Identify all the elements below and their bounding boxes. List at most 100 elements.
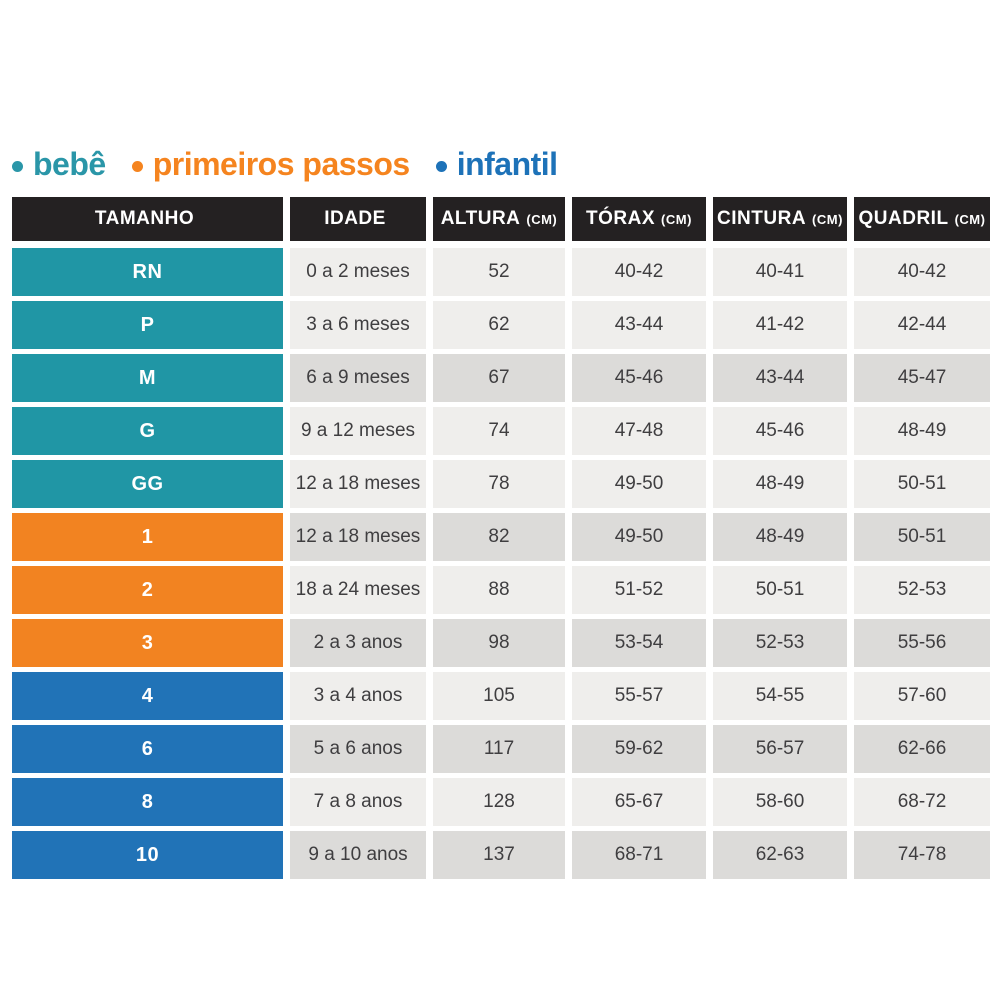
altura-cell: 128 xyxy=(433,778,565,826)
cintura-cell: 41-42 xyxy=(713,301,847,349)
header-unit: (CM) xyxy=(954,211,986,227)
header-cell-torax: TÓRAX (CM) xyxy=(572,197,706,241)
quadril-cell: 50-51 xyxy=(854,460,990,508)
idade-cell: 3 a 6 meses xyxy=(290,301,426,349)
header-label: QUADRIL xyxy=(858,208,949,229)
table-row-1: 1 12 a 18 meses 82 49-50 48-49 50-51 xyxy=(12,513,990,561)
quadril-cell: 45-47 xyxy=(854,354,990,402)
size-cell: 1 xyxy=(12,513,283,561)
size-cell: 8 xyxy=(12,778,283,826)
idade-cell: 18 a 24 meses xyxy=(290,566,426,614)
idade-cell: 12 a 18 meses xyxy=(290,460,426,508)
bullet-icon xyxy=(131,160,143,172)
torax-cell: 49-50 xyxy=(572,460,706,508)
quadril-cell: 55-56 xyxy=(854,619,990,667)
header-cell-tamanho: TAMANHO xyxy=(12,197,283,241)
torax-cell: 43-44 xyxy=(572,301,706,349)
legend-label-infantil: infantil xyxy=(456,146,558,182)
header-label: CINTURA xyxy=(717,208,807,229)
header-unit: (CM) xyxy=(661,211,692,227)
cintura-cell: 52-53 xyxy=(713,619,847,667)
torax-cell: 45-46 xyxy=(572,354,706,402)
cintura-cell: 43-44 xyxy=(713,354,847,402)
quadril-cell: 62-66 xyxy=(854,725,990,773)
table-row-10: 10 9 a 10 anos 137 68-71 62-63 74-78 xyxy=(12,831,990,879)
altura-cell: 105 xyxy=(433,672,565,720)
size-cell: 3 xyxy=(12,619,283,667)
cintura-cell: 56-57 xyxy=(713,725,847,773)
size-group-legend: bebê primeiros passos infantil xyxy=(12,146,558,183)
header-unit: (CM) xyxy=(812,211,843,227)
cintura-cell: 48-49 xyxy=(713,513,847,561)
cintura-cell: 58-60 xyxy=(713,778,847,826)
altura-cell: 98 xyxy=(433,619,565,667)
quadril-cell: 52-53 xyxy=(854,566,990,614)
altura-cell: 74 xyxy=(433,407,565,455)
table-row-3: 3 2 a 3 anos 98 53-54 52-53 55-56 xyxy=(12,619,990,667)
cintura-cell: 54-55 xyxy=(713,672,847,720)
torax-cell: 49-50 xyxy=(572,513,706,561)
quadril-cell: 48-49 xyxy=(854,407,990,455)
size-cell: 10 xyxy=(12,831,283,879)
torax-cell: 68-71 xyxy=(572,831,706,879)
bullet-icon xyxy=(12,160,23,172)
table-row-g: G 9 a 12 meses 74 47-48 45-46 48-49 xyxy=(12,407,990,455)
torax-cell: 55-57 xyxy=(572,672,706,720)
header-label: IDADE xyxy=(324,208,386,229)
altura-cell: 62 xyxy=(433,301,565,349)
altura-cell: 67 xyxy=(433,354,565,402)
altura-cell: 117 xyxy=(433,725,565,773)
quadril-cell: 50-51 xyxy=(854,513,990,561)
cintura-cell: 48-49 xyxy=(713,460,847,508)
quadril-cell: 74-78 xyxy=(854,831,990,879)
header-unit: (CM) xyxy=(526,211,558,227)
altura-cell: 52 xyxy=(433,248,565,296)
table-row-gg: GG 12 a 18 meses 78 49-50 48-49 50-51 xyxy=(12,460,990,508)
torax-cell: 51-52 xyxy=(572,566,706,614)
idade-cell: 3 a 4 anos xyxy=(290,672,426,720)
table-row-6: 6 5 a 6 anos 117 59-62 56-57 62-66 xyxy=(12,725,990,773)
legend-item-bebe: bebê xyxy=(12,146,106,183)
quadril-cell: 42-44 xyxy=(854,301,990,349)
idade-cell: 6 a 9 meses xyxy=(290,354,426,402)
header-label: ALTURA xyxy=(440,208,521,229)
header-cell-altura: ALTURA (CM) xyxy=(433,197,565,241)
idade-cell: 0 a 2 meses xyxy=(290,248,426,296)
table-row-p: P 3 a 6 meses 62 43-44 41-42 42-44 xyxy=(12,301,990,349)
size-cell: P xyxy=(12,301,283,349)
table-header-row: TAMANHO IDADE ALTURA (CM) TÓRAX (CM) CIN… xyxy=(12,197,990,241)
legend-item-infantil: infantil xyxy=(435,146,558,183)
idade-cell: 12 a 18 meses xyxy=(290,513,426,561)
torax-cell: 40-42 xyxy=(572,248,706,296)
table-row-8: 8 7 a 8 anos 128 65-67 58-60 68-72 xyxy=(12,778,990,826)
torax-cell: 47-48 xyxy=(572,407,706,455)
header-cell-idade: IDADE xyxy=(290,197,426,241)
cintura-cell: 50-51 xyxy=(713,566,847,614)
size-cell: GG xyxy=(12,460,283,508)
cintura-cell: 40-41 xyxy=(713,248,847,296)
table-row-4: 4 3 a 4 anos 105 55-57 54-55 57-60 xyxy=(12,672,990,720)
legend-item-primeiros-passos: primeiros passos xyxy=(131,146,411,183)
header-label: TAMANHO xyxy=(94,208,195,229)
torax-cell: 53-54 xyxy=(572,619,706,667)
size-cell: G xyxy=(12,407,283,455)
quadril-cell: 40-42 xyxy=(854,248,990,296)
size-cell: 6 xyxy=(12,725,283,773)
altura-cell: 82 xyxy=(433,513,565,561)
torax-cell: 65-67 xyxy=(572,778,706,826)
size-table: TAMANHO IDADE ALTURA (CM) TÓRAX (CM) CIN… xyxy=(12,197,990,879)
quadril-cell: 68-72 xyxy=(854,778,990,826)
size-cell: 4 xyxy=(12,672,283,720)
header-cell-cintura: CINTURA (CM) xyxy=(713,197,847,241)
size-cell: 2 xyxy=(12,566,283,614)
altura-cell: 88 xyxy=(433,566,565,614)
legend-label-primeiros-passos: primeiros passos xyxy=(152,146,411,182)
idade-cell: 9 a 10 anos xyxy=(290,831,426,879)
size-cell: RN xyxy=(12,248,283,296)
quadril-cell: 57-60 xyxy=(854,672,990,720)
size-cell: M xyxy=(12,354,283,402)
table-row-2: 2 18 a 24 meses 88 51-52 50-51 52-53 xyxy=(12,566,990,614)
altura-cell: 137 xyxy=(433,831,565,879)
torax-cell: 59-62 xyxy=(572,725,706,773)
